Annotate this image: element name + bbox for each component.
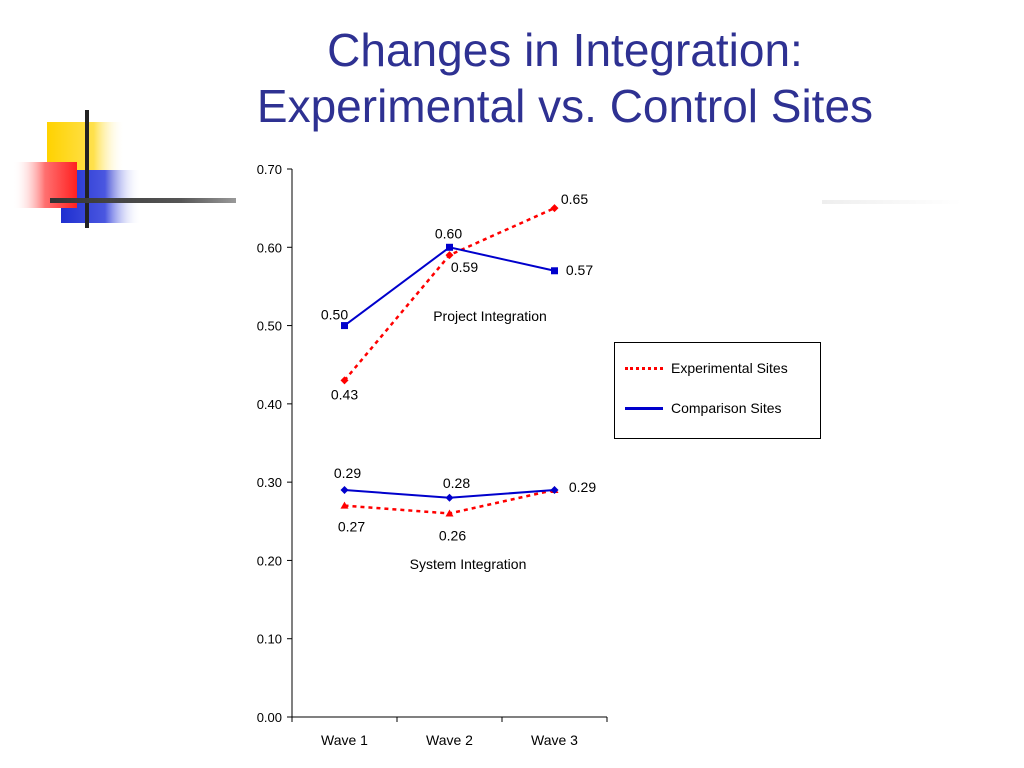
y-tick-label: 0.00	[257, 710, 282, 725]
y-tick-label: 0.70	[257, 162, 282, 177]
comparison-data-point	[341, 322, 348, 330]
legend-item-comparison: Comparison Sites	[625, 398, 782, 418]
decorative-squares-graphic	[13, 110, 236, 228]
experimental-data-point	[445, 509, 454, 517]
x-tick-label: Wave 1	[321, 732, 368, 748]
comparison-data-point	[445, 493, 454, 502]
y-tick-label: 0.50	[257, 319, 282, 334]
data-label: 0.57	[566, 262, 593, 278]
data-label: 0.50	[321, 307, 348, 323]
group-label: System Integration	[410, 556, 527, 572]
y-tick-label: 0.40	[257, 397, 282, 412]
chart-legend: Experimental Sites Comparison Sites	[614, 342, 821, 439]
x-tick-label: Wave 3	[531, 732, 578, 748]
y-tick-label: 0.60	[257, 240, 282, 255]
slide-title-line2: Experimental vs. Control Sites	[256, 80, 874, 132]
y-tick-label: 0.10	[257, 632, 282, 647]
legend-solid-line-swatch	[625, 406, 663, 410]
legend-item-experimental: Experimental Sites	[625, 358, 788, 378]
legend-dotted-line-swatch	[625, 366, 663, 370]
experimental-data-point	[340, 376, 349, 385]
experimental-data-point	[550, 204, 559, 213]
data-label: 0.60	[435, 225, 462, 241]
comparison-data-point	[446, 243, 453, 251]
x-tick-label: Wave 2	[426, 732, 473, 748]
data-label: 0.28	[443, 475, 470, 491]
data-label: 0.26	[439, 527, 466, 543]
legend-label-experimental: Experimental Sites	[671, 360, 788, 376]
group-label: Project Integration	[433, 308, 547, 324]
data-label: 0.43	[331, 386, 358, 402]
comparison-data-point	[340, 485, 349, 494]
experimental-data-point	[340, 501, 349, 509]
slide-title-line1: Changes in Integration:	[327, 24, 803, 76]
vertical-bar	[85, 110, 89, 228]
horizontal-bar	[50, 198, 236, 203]
data-label: 0.27	[338, 519, 365, 535]
experimental-data-point	[445, 251, 454, 260]
slide-title: Changes in Integration: Experimental vs.…	[200, 22, 930, 134]
data-label: 0.59	[451, 259, 478, 275]
data-label: 0.29	[334, 465, 361, 481]
faint-divider	[822, 200, 962, 204]
comparison-data-point	[550, 485, 559, 494]
legend-label-comparison: Comparison Sites	[671, 400, 782, 416]
y-tick-label: 0.30	[257, 475, 282, 490]
data-label: 0.65	[561, 191, 588, 207]
data-label: 0.29	[569, 479, 596, 495]
comparison-data-point	[551, 267, 558, 275]
y-tick-label: 0.20	[257, 553, 282, 568]
